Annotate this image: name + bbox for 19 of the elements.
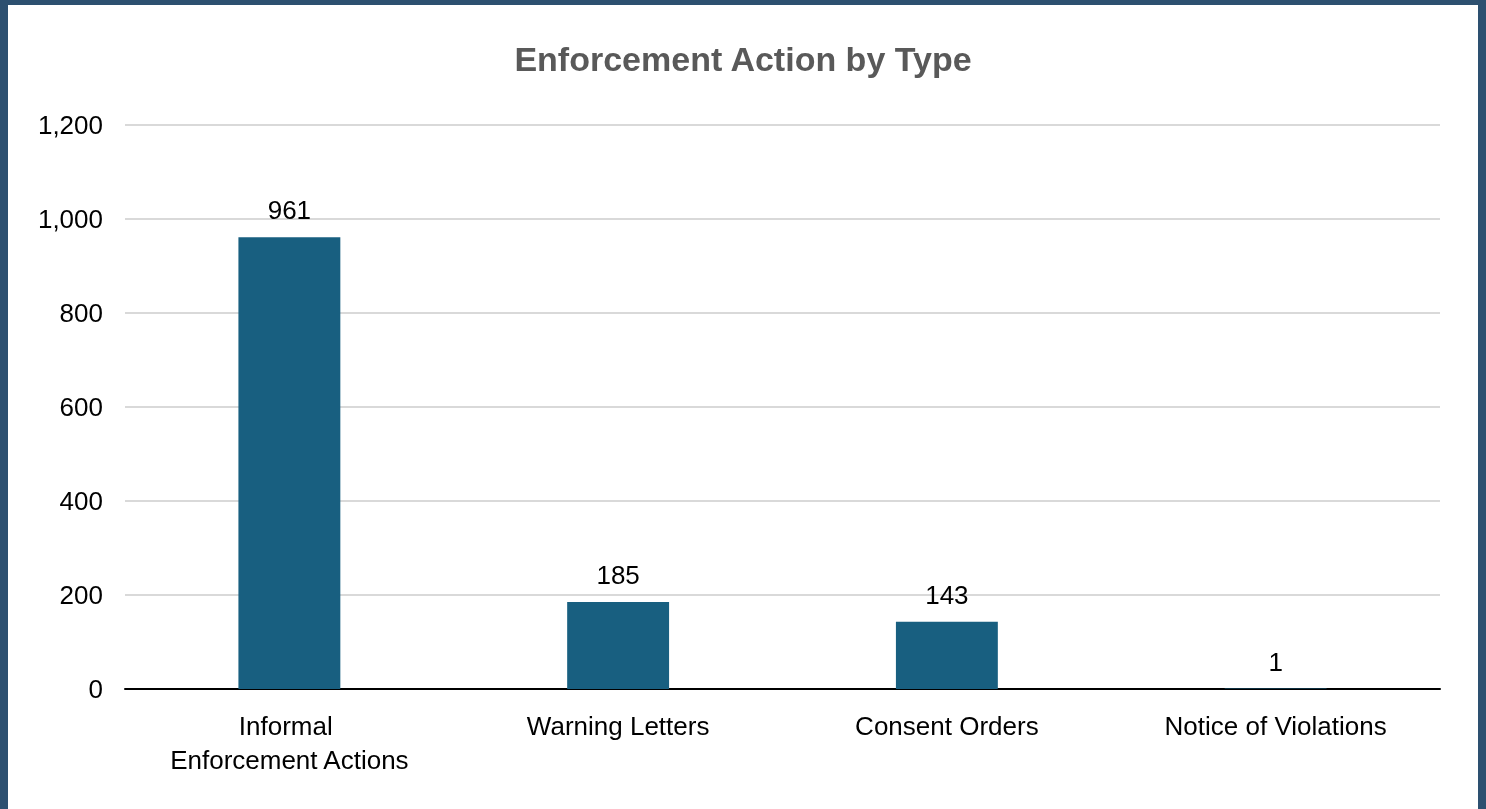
x-tick-label: Notice of Violations: [1164, 711, 1387, 741]
y-tick-label: 400: [59, 486, 103, 516]
x-tick-label: Informal Enforcement Actions: [170, 711, 409, 775]
y-tick-label: 200: [59, 580, 103, 610]
y-tick-label: 1,200: [37, 110, 103, 140]
chart-title: Enforcement Action by Type: [514, 40, 972, 78]
bar: [238, 237, 341, 689]
x-tick-label: Consent Orders: [855, 711, 1039, 741]
y-tick-label: 600: [59, 392, 103, 422]
data-label: 961: [267, 195, 312, 226]
data-label: 1: [1268, 646, 1283, 677]
data-label: 185: [596, 560, 640, 591]
x-tick-label: Warning Letters: [526, 711, 710, 741]
y-tick-label: 1,000: [37, 204, 103, 234]
bar: [895, 621, 998, 689]
y-tick-label: 0: [88, 674, 103, 704]
data-label: 143: [925, 579, 969, 610]
y-tick-label: 800: [59, 298, 103, 328]
bar: [567, 602, 670, 689]
